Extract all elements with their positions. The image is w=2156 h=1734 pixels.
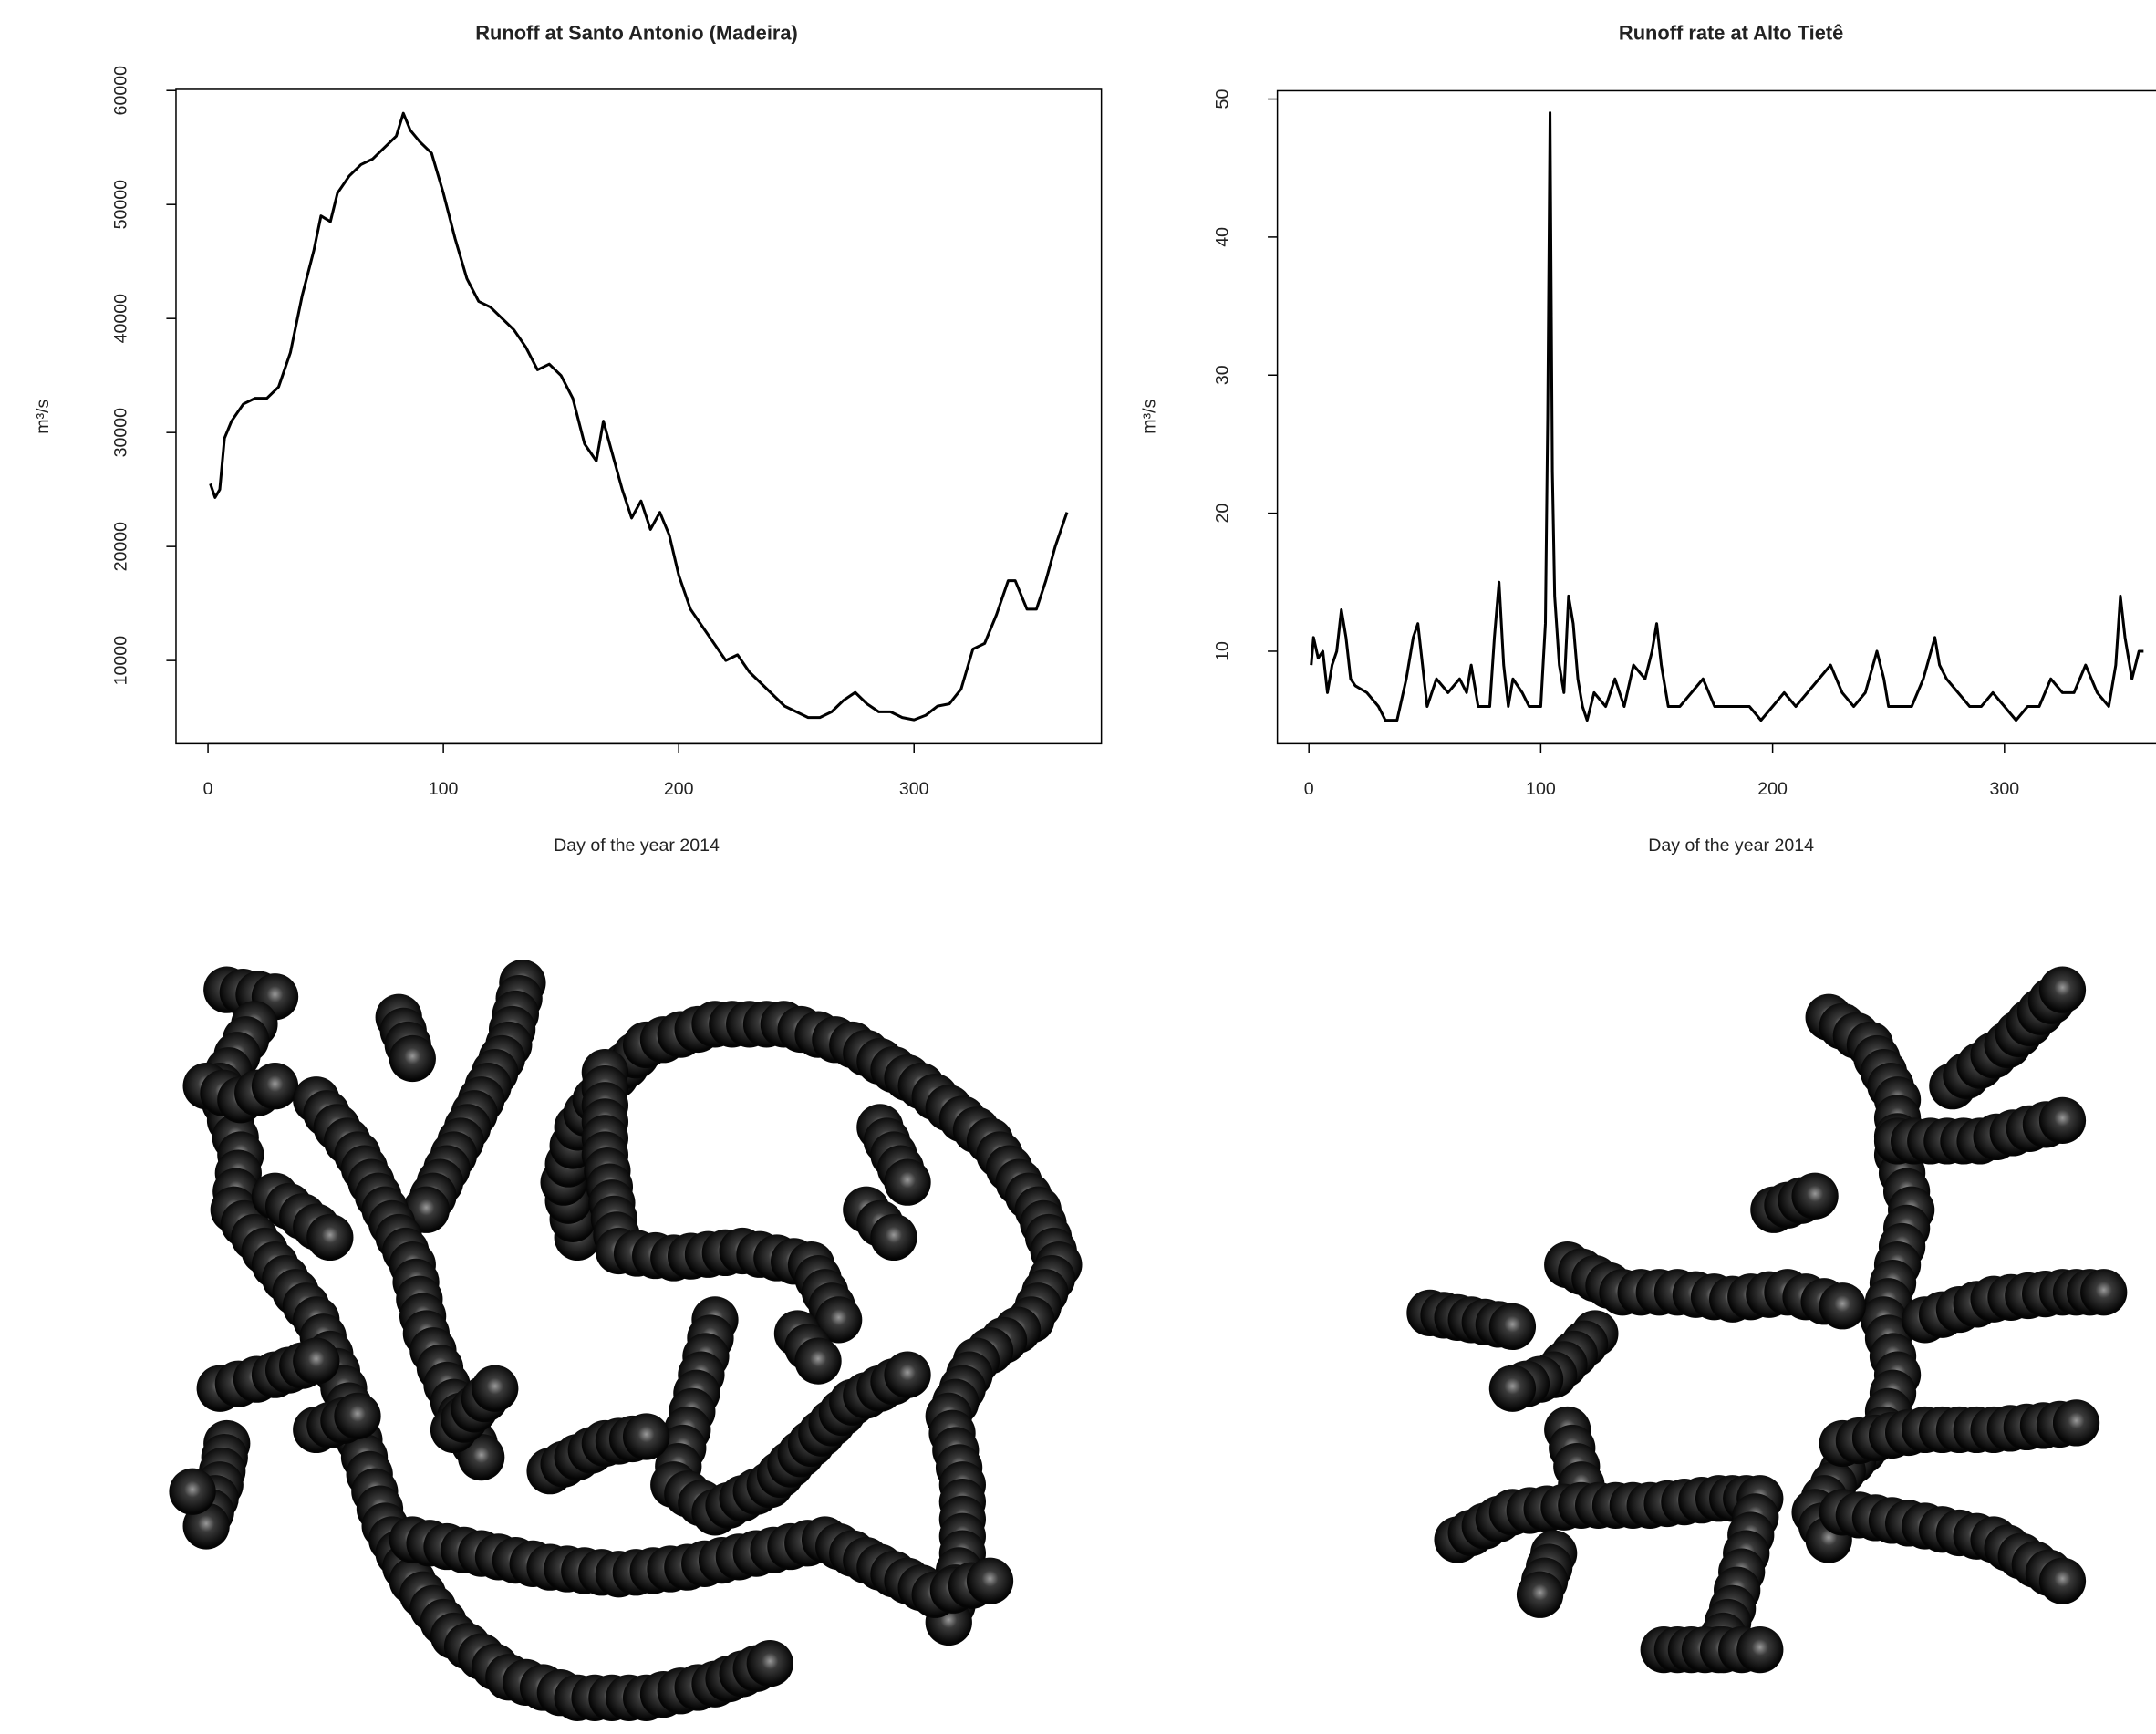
x-tick-label: 300 [1989,779,2019,799]
blob [1488,1303,1537,1351]
x-tick-label: 100 [1526,779,1556,799]
blob [2052,1399,2100,1447]
x-tick-label: 100 [429,779,459,799]
x-tick-label: 0 [203,779,213,799]
x-tick-label: 0 [1304,779,1314,799]
y-tick-label: 30 [1212,365,1232,385]
y-tick-label: 20 [1212,504,1232,524]
blob [746,1640,793,1687]
blob [1488,1365,1537,1412]
blob [251,1063,299,1110]
y-tick-label: 10000 [111,636,131,686]
blob [1791,1172,1839,1220]
blob [966,1557,1014,1604]
x-axis-label: Day of the year 2014 [1648,836,1814,856]
plot-box [175,88,1103,745]
y-tick-label: 20000 [111,522,131,572]
blob [472,1365,519,1412]
blob [884,1351,931,1398]
blob [2038,1096,2087,1144]
chart-title: Runoff at Santo Antonio (Madeira) [475,22,798,45]
blob [169,1468,216,1515]
blob [2080,1269,2128,1316]
blob [293,1337,340,1385]
y-tick-label: 50000 [111,180,131,230]
river-network-images [169,959,2128,1721]
blob [1516,1571,1564,1618]
y-tick-label: 40000 [111,294,131,344]
data-line [209,111,1069,722]
blob [334,1392,381,1439]
plot-box [1276,89,2156,745]
blob [306,1213,354,1262]
x-tick-label: 200 [1757,779,1788,799]
y-tick-label: 60000 [111,66,131,116]
blob [1736,1625,1784,1674]
y-tick-label: 10 [1212,641,1232,661]
blob [2038,1557,2087,1604]
blob [389,1034,436,1083]
blob [794,1337,842,1385]
x-axis-label: Day of the year 2014 [554,836,720,856]
blob [622,1413,670,1460]
data-line [1310,111,2144,722]
blob [884,1158,931,1206]
blob [2038,966,2087,1013]
blob [1819,1282,1866,1330]
y-tick-label: 30000 [111,408,131,458]
x-tick-label: 200 [664,779,694,799]
chart-title: Runoff rate at Alto Tietê [1619,22,1843,45]
y-axis-label: m³/s [1139,399,1159,433]
blob [870,1213,917,1262]
y-tick-label: 40 [1212,227,1232,247]
y-tick-label: 50 [1212,89,1232,109]
y-axis-label: m³/s [33,399,53,433]
x-tick-label: 300 [899,779,929,799]
blob [815,1296,863,1344]
